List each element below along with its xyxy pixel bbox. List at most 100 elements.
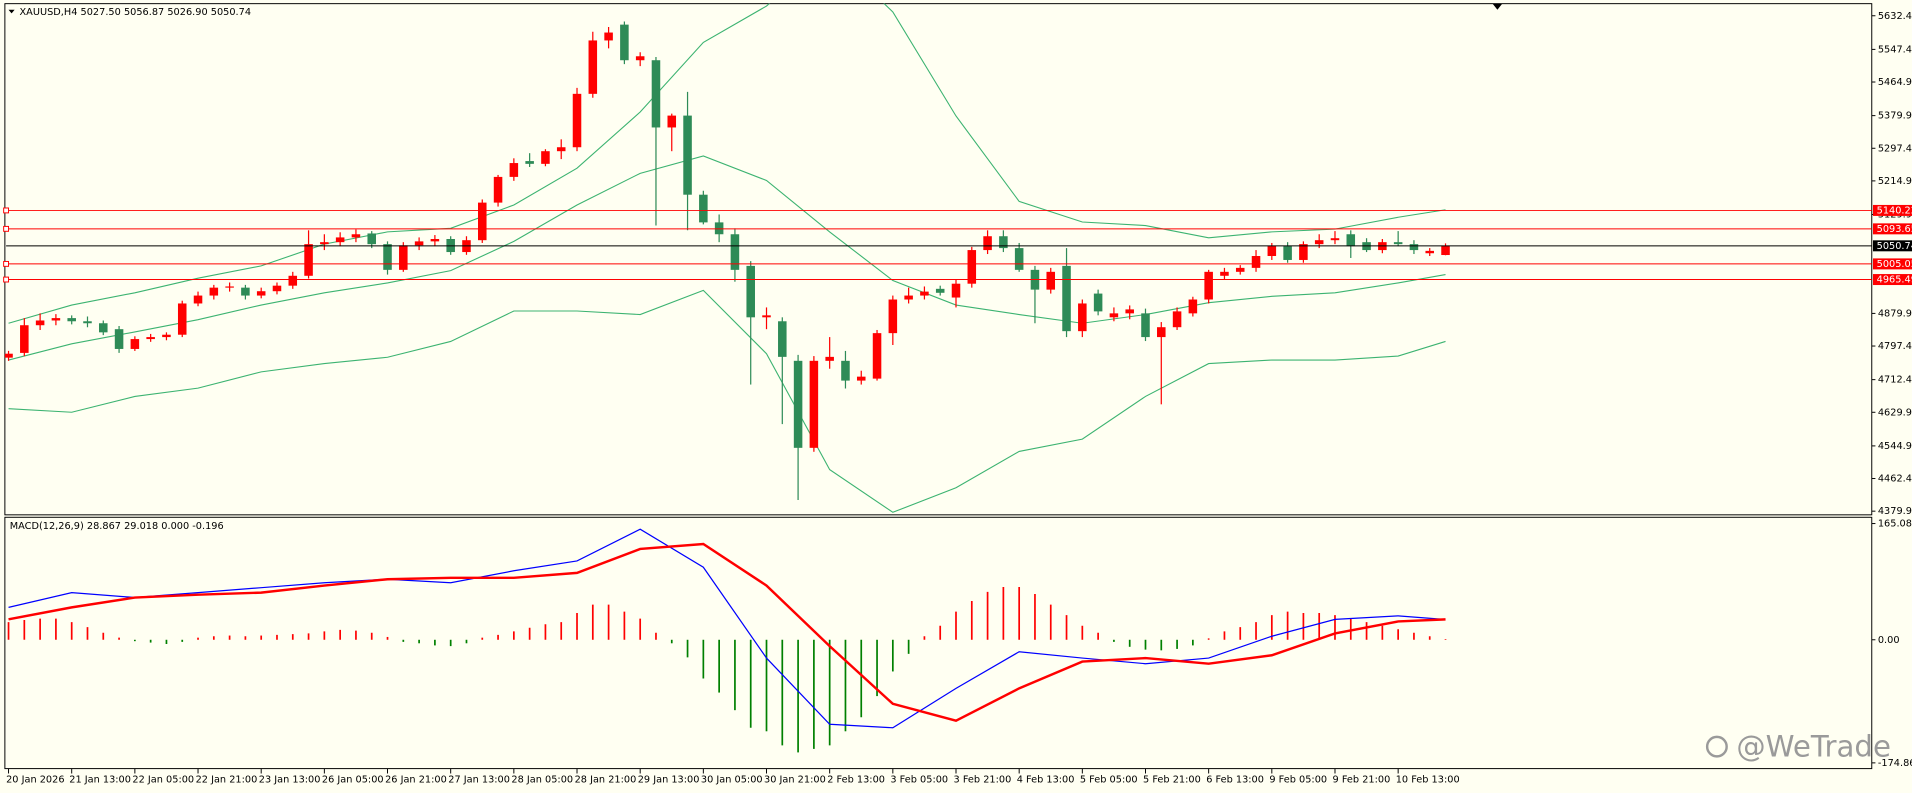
x-tick-label: 30 Jan 05:00 <box>701 775 763 786</box>
candle-body <box>651 60 661 128</box>
candle-body <box>1014 248 1024 270</box>
candle-body <box>1267 246 1277 257</box>
candle-body <box>493 176 503 203</box>
candle-body <box>1172 311 1182 328</box>
candle-body <box>130 339 140 349</box>
indicator-line <box>8 155 1446 361</box>
candle-body <box>1409 244 1419 251</box>
x-tick-label: 4 Feb 13:00 <box>1017 775 1075 786</box>
level-marker <box>3 225 10 232</box>
candle-body <box>4 353 13 358</box>
candle-body <box>1330 238 1340 241</box>
candle-body <box>478 202 487 241</box>
level-label: 5005.05 <box>1877 259 1912 270</box>
candle-body <box>825 356 834 361</box>
x-tick-label: 22 Jan 05:00 <box>132 775 194 786</box>
x-tick-label: 6 Feb 13:00 <box>1206 775 1264 786</box>
level-label: 4965.49 <box>1877 275 1912 286</box>
y-tick-label: 5547.40 <box>1878 44 1912 55</box>
candle-body <box>383 244 392 270</box>
macd-plot <box>7 528 1447 753</box>
y-tick-label: 0.00 <box>1878 635 1900 646</box>
candle-body <box>20 325 29 353</box>
candle-body <box>888 299 898 334</box>
candle-body <box>809 360 819 448</box>
candle-body <box>1093 293 1103 312</box>
x-tick-label: 9 Feb 05:00 <box>1269 775 1327 786</box>
macd-panel-frame <box>4 516 1873 770</box>
candle-body <box>209 287 219 296</box>
candle-body <box>1046 271 1056 290</box>
candle-body <box>414 241 424 246</box>
y-tick-label: 4544.90 <box>1878 441 1912 452</box>
candle-body <box>1299 244 1308 260</box>
x-tick-label: 29 Jan 13:00 <box>638 775 700 786</box>
y-tick-label: 4462.40 <box>1878 474 1912 485</box>
level-label: 5093.65 <box>1877 224 1912 235</box>
level-label-box <box>1872 258 1912 270</box>
x-tick-label: 3 Feb 21:00 <box>954 775 1012 786</box>
candle-body <box>304 244 313 276</box>
candle-body <box>762 315 771 318</box>
y-tick-label: 5297.40 <box>1878 143 1912 154</box>
last-price-label: 5050.74 <box>1877 241 1912 252</box>
candle-body <box>841 360 850 381</box>
candle-body <box>1062 265 1071 332</box>
candle-body <box>904 295 913 300</box>
candle-body <box>683 115 692 195</box>
candle-body <box>1141 313 1150 338</box>
level-marker <box>3 260 10 267</box>
price-title: XAUUSD,H4 5027.50 5056.87 5026.90 5050.7… <box>20 7 252 18</box>
candle-body <box>983 236 992 251</box>
indicator-line <box>8 3 1446 324</box>
candle-body <box>335 237 345 243</box>
y-tick-label: 4797.40 <box>1878 341 1912 352</box>
y-tick-label: 4379.90 <box>1878 506 1912 517</box>
candle-body <box>967 250 977 284</box>
candle-body <box>572 93 582 148</box>
candle-body <box>256 291 266 296</box>
candle-body <box>951 283 961 298</box>
y-tick-label: 165.082 <box>1878 519 1912 530</box>
candle-body <box>114 329 124 349</box>
candle-body <box>746 265 755 318</box>
candle-body <box>430 238 440 242</box>
x-tick-label: 20 Jan 2026 <box>6 775 64 786</box>
candle-body <box>509 163 519 177</box>
candle-body <box>351 234 361 238</box>
candle-body <box>272 285 282 292</box>
candle-body <box>699 194 708 223</box>
x-tick-label: 5 Feb 21:00 <box>1143 775 1201 786</box>
candle-body <box>162 334 171 338</box>
candle-body <box>620 24 629 61</box>
x-tick-label: 3 Feb 05:00 <box>890 775 948 786</box>
candle-body <box>399 245 408 270</box>
candle-body <box>556 147 566 152</box>
y-tick-label: 5379.90 <box>1878 111 1912 122</box>
candle-body <box>67 318 76 322</box>
x-tick-label: 28 Jan 05:00 <box>511 775 573 786</box>
candle-body <box>225 286 234 288</box>
candle-body <box>604 32 613 41</box>
candle-body <box>1125 309 1134 314</box>
candle-body <box>1314 240 1324 245</box>
indicator-line <box>8 542 1446 723</box>
candle-body <box>999 236 1008 249</box>
candle-body <box>1078 303 1087 332</box>
candle-body <box>541 151 550 164</box>
axes: 5632.40 5547.40 5464.90 5379.90 5297.40 5214.… <box>3 11 1912 786</box>
candle-body <box>1157 327 1166 338</box>
candle-body <box>83 321 92 324</box>
x-tick-label: 9 Feb 21:00 <box>1333 775 1391 786</box>
y-tick-label: 5214.90 <box>1878 176 1912 187</box>
candle-body <box>1204 271 1213 300</box>
candle-body <box>51 318 61 321</box>
x-tick-label: 30 Jan 21:00 <box>764 775 826 786</box>
candle-body <box>730 234 740 270</box>
x-tick-label: 22 Jan 21:00 <box>196 775 258 786</box>
shift-marker <box>1492 3 1503 10</box>
candle-body <box>935 288 945 293</box>
candle-body <box>193 295 203 304</box>
candle-body <box>856 376 866 381</box>
candle-body <box>1188 299 1198 314</box>
